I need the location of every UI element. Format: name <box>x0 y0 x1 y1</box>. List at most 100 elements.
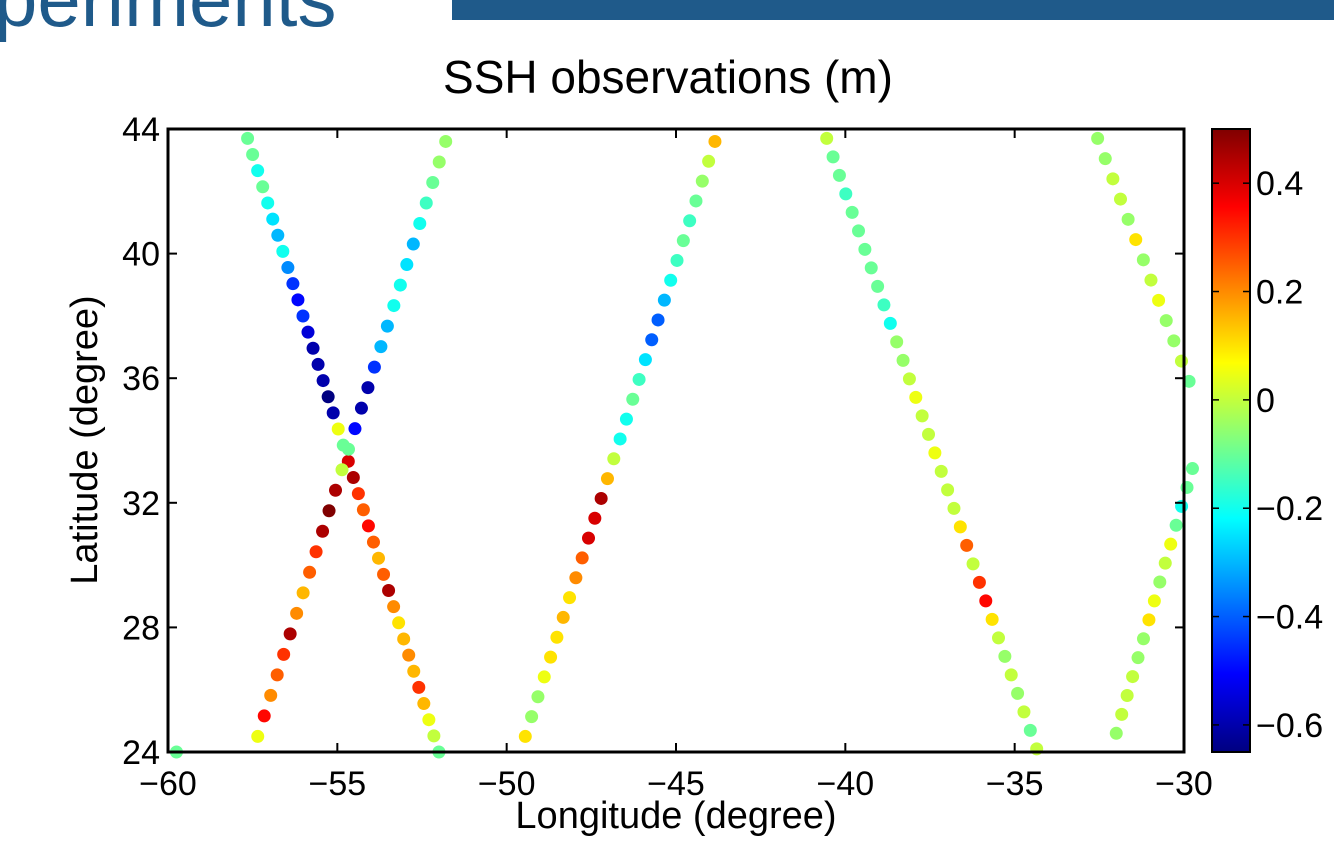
ssh-point <box>556 610 570 624</box>
x-tick-label: −60 <box>139 765 197 803</box>
ssh-point <box>664 273 678 287</box>
ssh-point <box>525 710 539 724</box>
ssh-point <box>1159 314 1173 328</box>
x-tick-label: −50 <box>478 765 536 803</box>
y-tick-label: 40 <box>122 236 160 274</box>
ssh-point <box>537 670 551 684</box>
ssh-point <box>883 316 897 330</box>
ssh-point <box>1109 726 1123 740</box>
ssh-point <box>348 422 362 436</box>
ssh-point <box>276 244 290 258</box>
ssh-point <box>377 567 391 581</box>
x-tick-label: −30 <box>1155 765 1213 803</box>
ssh-point <box>311 357 325 371</box>
x-axis-ticks: −60 −55 −50 −45 −40 −35 −30 <box>139 129 1213 803</box>
ssh-point <box>544 650 558 664</box>
ssh-point <box>392 616 406 630</box>
colorbar-gradient <box>1211 128 1251 753</box>
ssh-point <box>702 154 716 168</box>
ssh-point <box>1164 537 1178 551</box>
ssh-point <box>922 427 936 441</box>
ssh-point <box>316 524 330 538</box>
ssh-point <box>301 325 315 339</box>
ssh-point <box>1121 212 1135 226</box>
ssh-point <box>291 293 305 307</box>
ssh-point <box>569 571 583 585</box>
ssh-point <box>985 612 999 626</box>
y-axis-label: Latitude (degree) <box>64 295 106 584</box>
ssh-point <box>309 545 323 559</box>
x-tick-label: −45 <box>647 765 705 803</box>
ssh-point <box>890 335 904 349</box>
ssh-point <box>915 409 929 423</box>
ssh-point <box>670 253 684 267</box>
ssh-point <box>632 372 646 386</box>
ssh-point <box>256 180 270 194</box>
ssh-point <box>413 217 427 231</box>
ssh-point <box>1114 192 1127 206</box>
ssh-point <box>972 575 986 589</box>
ssh-point <box>626 392 640 406</box>
ssh-point <box>902 372 916 386</box>
colorbar: 0.4 0.2 0 −0.2 −0.4 −0.6 <box>1211 128 1323 753</box>
ssh-point <box>397 632 411 646</box>
ssh-point <box>839 187 853 201</box>
ssh-point <box>1098 152 1112 166</box>
ssh-point <box>820 131 834 145</box>
ssh-point <box>246 147 260 161</box>
ssh-point <box>422 713 436 727</box>
ssh-point <box>1136 632 1150 646</box>
ssh-point <box>351 487 365 501</box>
ssh-point <box>582 531 596 545</box>
ssh-point <box>241 131 255 145</box>
ssh-point <box>683 214 697 228</box>
ssh-point <box>871 279 885 293</box>
ssh-point <box>998 649 1012 663</box>
colorbar-tick-label: 0.4 <box>1256 165 1303 203</box>
ssh-point <box>934 464 948 478</box>
ssh-point <box>826 150 840 164</box>
ssh-point <box>286 277 300 291</box>
ssh-point <box>367 360 381 374</box>
ssh-point <box>953 520 967 534</box>
ssh-point <box>366 535 380 549</box>
ssh-point <box>979 594 993 608</box>
ssh-point <box>832 168 846 182</box>
ssh-point <box>966 557 980 571</box>
ssh-point <box>417 697 431 711</box>
ssh-point <box>326 406 340 420</box>
ssh-point <box>281 261 295 275</box>
ssh-point <box>271 228 285 242</box>
ssh-point <box>264 688 278 702</box>
ssh-point <box>947 501 961 515</box>
ssh-point <box>708 134 722 148</box>
x-axis-label: Longitude (degree) <box>515 795 836 837</box>
ssh-point <box>257 709 271 723</box>
scatter-points <box>169 131 1199 759</box>
ssh-point <box>406 237 420 251</box>
ssh-point <box>387 299 401 313</box>
ssh-point <box>266 212 280 226</box>
ssh-point <box>346 470 360 484</box>
ssh-point <box>638 353 652 367</box>
ssh-point <box>563 591 577 605</box>
ssh-point <box>877 298 891 312</box>
ssh-point <box>941 483 955 497</box>
ssh-point <box>1185 462 1199 476</box>
ssh-point <box>354 401 368 415</box>
ssh-point <box>356 503 370 517</box>
ssh-point <box>329 483 343 497</box>
ssh-point <box>321 390 335 404</box>
ssh-point <box>1182 374 1196 388</box>
ssh-point <box>1152 293 1166 307</box>
ssh-point <box>400 258 414 272</box>
ssh-point <box>407 664 421 678</box>
y-tick-label: 44 <box>122 111 160 149</box>
y-tick-label: 24 <box>122 734 160 772</box>
header-accent-bar <box>452 0 1334 20</box>
ssh-point <box>909 390 923 404</box>
ssh-point <box>1115 707 1129 721</box>
ssh-point <box>290 606 304 620</box>
y-axis-ticks: 24 28 32 36 40 44 <box>122 111 1184 772</box>
ssh-point <box>1023 723 1037 737</box>
